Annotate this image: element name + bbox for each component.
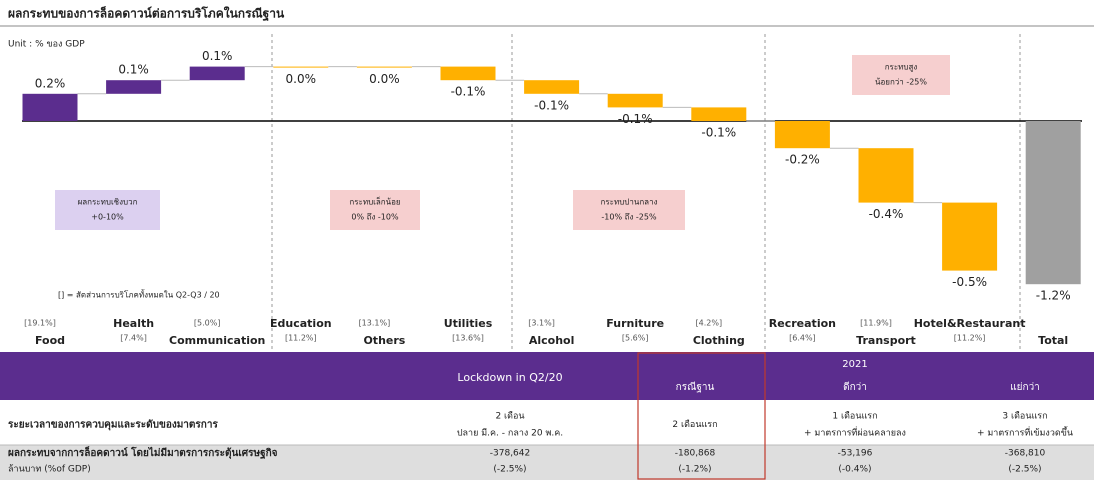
table-cell: 3 เดือนแรก — [1002, 411, 1047, 422]
annotation-text: น้อยกว่า -25% — [875, 78, 927, 87]
table-cell: (-1.2%) — [678, 465, 711, 475]
bar — [1025, 121, 1081, 285]
value-label: -0.1% — [534, 98, 569, 112]
value-label: -0.1% — [451, 85, 486, 99]
bar — [524, 80, 580, 94]
bar — [440, 66, 496, 81]
annotation-text: กระทบสูง — [885, 63, 918, 73]
annotation-box — [55, 190, 160, 230]
table-cell: ระยะเวลาของการควบคุมและระดับของมาตรการ — [8, 419, 218, 431]
bar — [691, 107, 747, 121]
share-label: [4.2%] — [696, 319, 723, 328]
table-cell: ผลกระทบจากการล็อคดาวน์ โดยไม่มีมาตรการกร… — [8, 445, 278, 459]
bar — [858, 148, 914, 203]
category-label: Education — [270, 317, 332, 330]
category-label: Alcohol — [529, 334, 575, 347]
unit-label: Unit : % ของ GDP — [8, 40, 85, 50]
scenario-header: กรณีฐาน — [676, 381, 715, 393]
bar — [273, 66, 329, 68]
value-label: 0.1% — [202, 49, 233, 63]
bar — [356, 66, 412, 68]
table-cell: ล้านบาท (%of GDP) — [8, 464, 91, 475]
share-label: [6.4%] — [789, 334, 816, 343]
annotation-text: +0-10% — [91, 213, 124, 222]
bar — [607, 93, 663, 108]
category-label: Others — [363, 334, 405, 347]
table-cell: -180,868 — [675, 449, 716, 459]
value-label: 0.1% — [118, 63, 149, 77]
chart-title: ผลกระทบของการล็อคดาวน์ต่อการบริโภคในกรณี… — [8, 6, 285, 22]
share-label: [11.9%] — [860, 319, 892, 328]
category-label: Utilities — [444, 317, 493, 330]
annotation-text: -10% ถึง -25% — [601, 213, 657, 222]
share-label: [3.1%] — [528, 319, 555, 328]
share-label: [11.2%] — [954, 334, 986, 343]
category-label: Total — [1038, 334, 1068, 347]
share-label: [11.2%] — [285, 334, 317, 343]
scenario-header: ดีกว่า — [843, 381, 867, 393]
category-label: Clothing — [693, 334, 745, 347]
highlight-box — [637, 352, 766, 480]
annotation-text: กระทบปานกลาง — [601, 198, 658, 207]
share-label: [5.0%] — [194, 319, 221, 328]
bar — [106, 80, 162, 94]
table-cell: ปลาย มี.ค. - กลาง 20 พ.ค. — [457, 428, 563, 439]
table-cell: + มาตรการที่เข้มงวดขึ้น — [977, 426, 1073, 439]
lockdown-header: Lockdown in Q2/20 — [457, 371, 562, 384]
value-label: 0.2% — [35, 76, 66, 90]
bar — [22, 93, 78, 121]
share-label: [13.1%] — [359, 319, 391, 328]
value-label: -0.1% — [618, 112, 653, 126]
value-label: -1.2% — [1036, 289, 1071, 303]
table-header — [0, 352, 1094, 400]
table-cell: + มาตรการที่ผ่อนคลายลง — [804, 426, 906, 439]
table-cell: (-0.4%) — [838, 465, 871, 475]
table-cell: 2 เดือน — [495, 411, 524, 422]
value-label: -0.4% — [869, 207, 904, 221]
value-label: -0.2% — [785, 153, 820, 167]
table-cell: (-2.5%) — [493, 465, 526, 475]
year-header: 2021 — [842, 359, 867, 370]
value-label: -0.5% — [952, 275, 987, 289]
table-cell: -378,642 — [490, 449, 530, 459]
value-label: 0.0% — [369, 72, 400, 86]
annotation-box — [330, 190, 420, 230]
category-label: Communication — [169, 334, 265, 347]
value-label: -0.1% — [701, 126, 736, 140]
bar — [942, 202, 998, 271]
table-cell: -53,196 — [838, 449, 873, 459]
category-label: Transport — [856, 334, 916, 347]
table-cell: -368,810 — [1005, 449, 1046, 459]
bar — [189, 66, 245, 81]
category-label: Hotel&Restaurant — [914, 317, 1026, 330]
category-label: Food — [35, 334, 65, 347]
annotation-box — [852, 55, 950, 95]
table-cell: 1 เดือนแรก — [832, 411, 877, 422]
bar — [774, 121, 830, 149]
value-label: 0.0% — [286, 72, 317, 86]
share-label: [5.6%] — [622, 334, 649, 343]
category-label: Recreation — [769, 317, 836, 330]
table-row-bg — [0, 445, 1094, 480]
scenario-header: แย่กว่า — [1010, 382, 1040, 393]
share-label: [13.6%] — [452, 334, 484, 343]
annotation-text: 0% ถึง -10% — [351, 213, 399, 222]
share-note: [] = สัดส่วนการบริโภคทั้งหมดใน Q2-Q3 / 2… — [58, 289, 220, 300]
category-label: Health — [113, 317, 154, 330]
annotation-text: ผลกระทบเชิงบวก — [78, 198, 138, 207]
table-cell: (-2.5%) — [1008, 465, 1041, 475]
table-cell: 2 เดือนแรก — [672, 419, 717, 430]
dividers — [271, 34, 1021, 350]
share-label: [19.1%] — [24, 319, 56, 328]
share-label: [7.4%] — [120, 334, 147, 343]
category-label: Furniture — [606, 317, 664, 330]
annotation-text: กระทบเล็กน้อย — [349, 197, 400, 207]
annotation-box — [573, 190, 685, 230]
